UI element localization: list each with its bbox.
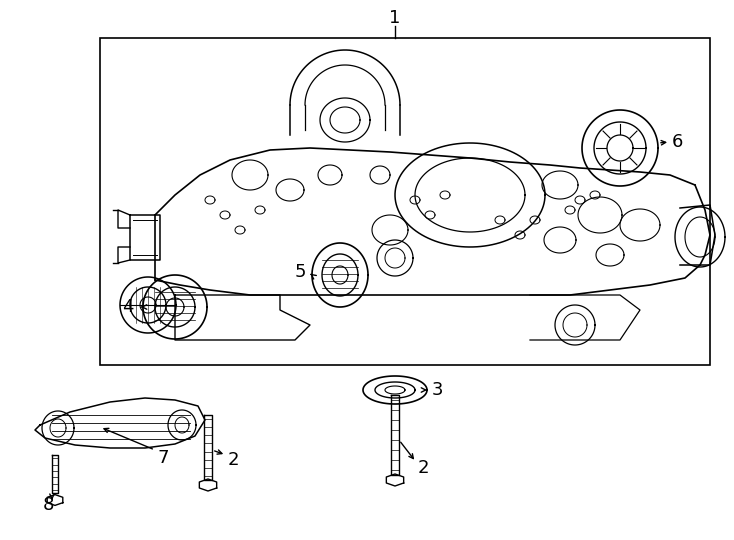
- Text: 7: 7: [157, 449, 169, 467]
- Text: 4: 4: [123, 298, 134, 316]
- Text: 2: 2: [228, 451, 239, 469]
- Text: 6: 6: [672, 133, 683, 151]
- Text: 3: 3: [432, 381, 443, 399]
- Text: 2: 2: [418, 459, 429, 477]
- Text: 8: 8: [43, 496, 54, 514]
- Bar: [100, 38, 710, 365]
- Text: 1: 1: [389, 9, 401, 27]
- Text: 5: 5: [294, 263, 306, 281]
